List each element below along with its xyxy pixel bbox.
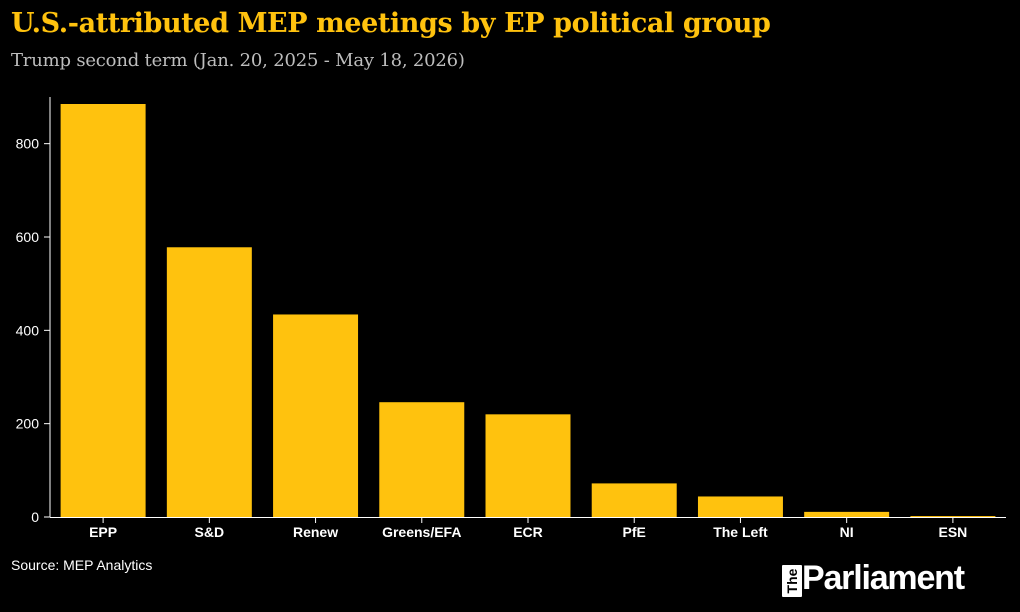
bar xyxy=(166,247,252,517)
bar xyxy=(910,516,996,517)
bar xyxy=(591,483,677,517)
x-tick-label: ECR xyxy=(513,524,543,540)
x-tick-label: EPP xyxy=(89,524,117,540)
bar xyxy=(379,402,465,517)
x-tick-label: ESN xyxy=(938,524,967,540)
x-tick-label: PfE xyxy=(623,524,646,540)
bar xyxy=(804,511,890,517)
bar xyxy=(697,496,783,517)
x-tick-label: The Left xyxy=(713,524,768,540)
bar xyxy=(273,314,359,517)
logo-the-badge: The xyxy=(782,565,802,597)
bar xyxy=(485,414,571,517)
logo-the-text: The xyxy=(784,568,800,594)
bar xyxy=(60,104,146,517)
y-tick-label: 800 xyxy=(16,136,40,152)
x-tick-label: S&D xyxy=(195,524,225,540)
the-parliament-logo: The Parliament xyxy=(782,559,994,601)
x-tick-label: Renew xyxy=(293,524,338,540)
y-tick-label: 200 xyxy=(16,416,40,432)
source-note: Source: MEP Analytics xyxy=(11,557,153,573)
logo-wordmark: Parliament xyxy=(802,559,965,597)
y-tick-label: 600 xyxy=(16,229,40,245)
x-tick-label: NI xyxy=(840,524,854,540)
y-tick-label: 0 xyxy=(31,509,39,525)
chart-subtitle: Trump second term (Jan. 20, 2025 - May 1… xyxy=(11,50,465,71)
chart-title: U.S.-attributed MEP meetings by EP polit… xyxy=(11,8,771,39)
y-tick-label: 400 xyxy=(16,322,40,338)
x-tick-label: Greens/EFA xyxy=(382,524,461,540)
